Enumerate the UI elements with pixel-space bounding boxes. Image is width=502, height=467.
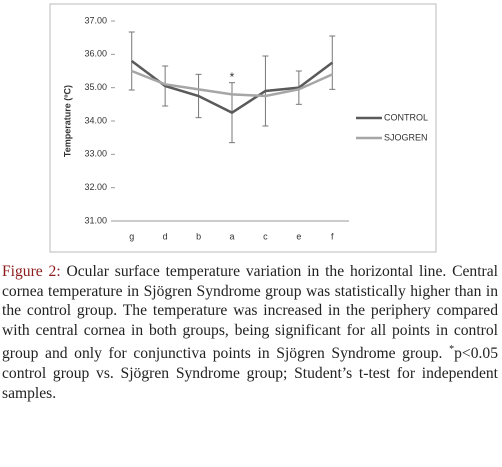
- series-line: [131, 69, 333, 98]
- series-line: [130, 59, 334, 115]
- caption-body: Ocular surface temperature variation in …: [2, 263, 498, 363]
- y-tick-label: 33.00: [84, 149, 107, 159]
- caption-superscript: *: [449, 344, 455, 356]
- x-tick-label: e: [296, 231, 301, 241]
- x-tick-label: d: [163, 231, 168, 241]
- caption: Figure 2: Ocular surface temperature var…: [2, 262, 498, 403]
- y-axis-label: Temperature (ºC): [62, 85, 72, 157]
- chart-frame: [49, 3, 437, 253]
- x-tick-label: f: [331, 231, 334, 241]
- x-tick-label: g: [129, 231, 134, 241]
- x-tick-label: a: [229, 231, 234, 241]
- y-tick-label: 31.00: [84, 215, 107, 225]
- annotation: *: [230, 70, 235, 84]
- legend-label: SJOGREN: [384, 132, 428, 142]
- y-tick-label: 35.00: [84, 82, 107, 92]
- caption-body-end: p<0.05 control group vs. Sjögren Syndrom…: [2, 345, 498, 402]
- y-tick-label: 36.00: [84, 49, 107, 59]
- legend-label: CONTROL: [384, 112, 428, 122]
- caption-label: Figure 2:: [2, 263, 61, 280]
- x-tick-label: b: [196, 231, 201, 241]
- x-tick-label: c: [263, 231, 268, 241]
- chart: Temperature (ºC) 31.00 32.00 33.00 34.00 35.…: [49, 3, 437, 253]
- y-tick-label: 34.00: [84, 115, 107, 125]
- y-tick-label: 37.00: [84, 15, 107, 25]
- y-tick-label: 32.00: [84, 182, 107, 192]
